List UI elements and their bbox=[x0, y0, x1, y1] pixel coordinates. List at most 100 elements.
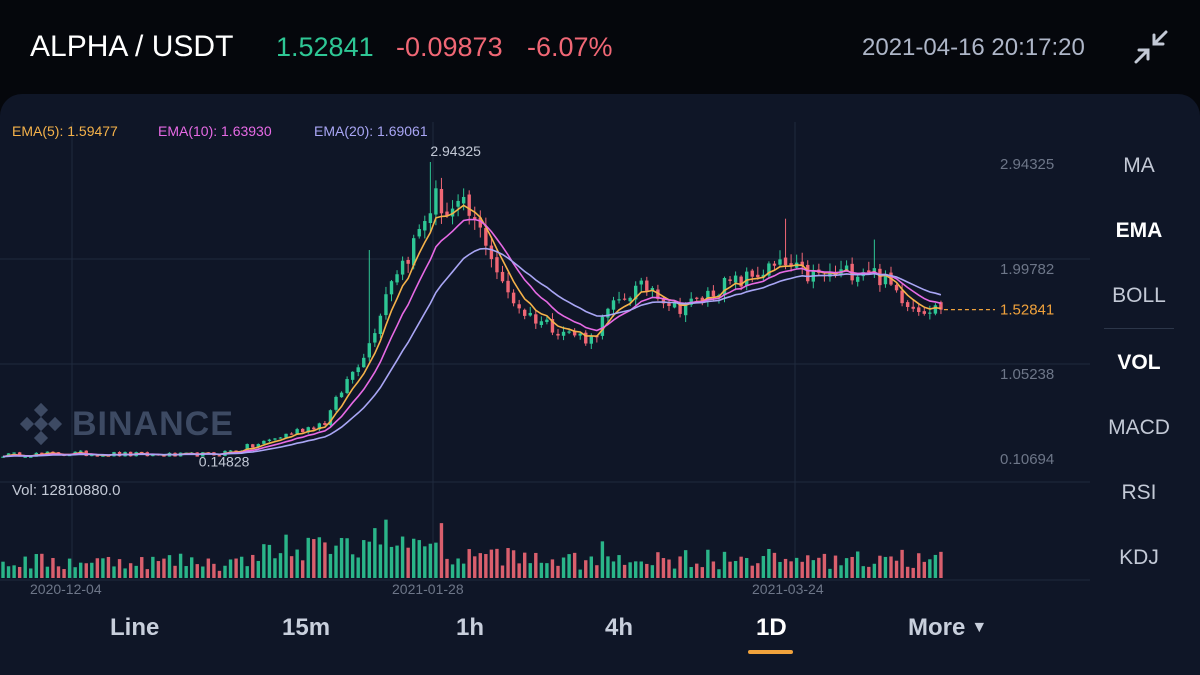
volume-bar bbox=[140, 557, 144, 578]
timeframe-15m[interactable]: 15m bbox=[282, 614, 331, 641]
volume-bar bbox=[73, 567, 77, 578]
candle-body bbox=[345, 379, 349, 393]
binance-logo-icon bbox=[19, 402, 63, 446]
candle-body bbox=[550, 319, 555, 333]
volume-bar bbox=[362, 540, 366, 578]
candle-body bbox=[284, 433, 288, 438]
volume-bar bbox=[223, 565, 227, 578]
volume-bar bbox=[195, 564, 199, 578]
indicator-kdj[interactable]: KDJ bbox=[1119, 546, 1159, 569]
timeframe-1d[interactable]: 1D bbox=[756, 614, 787, 641]
volume-bar bbox=[745, 558, 749, 578]
volume-readout: Vol: 12810880.0 bbox=[12, 482, 121, 499]
volume-bar bbox=[461, 563, 466, 578]
volume-bar bbox=[34, 554, 38, 578]
collapse-fullscreen-icon[interactable] bbox=[1134, 30, 1168, 64]
candle-body bbox=[661, 299, 666, 304]
volume-bar bbox=[339, 537, 344, 578]
candle-body bbox=[273, 438, 277, 440]
volume-bar bbox=[228, 559, 233, 578]
candle-body bbox=[423, 221, 427, 231]
volume-bar bbox=[789, 561, 793, 578]
volume-bar bbox=[717, 569, 721, 578]
last-price: 1.52841 bbox=[276, 32, 374, 62]
volume-bar bbox=[262, 544, 266, 578]
volume-bar bbox=[728, 561, 732, 578]
ema5-label: EMA(5): 1.59477 bbox=[12, 123, 118, 139]
volume-bar bbox=[928, 559, 932, 578]
current-price-tag: 1.52841 bbox=[1000, 302, 1054, 319]
candle-body bbox=[101, 455, 105, 457]
candle-body bbox=[722, 277, 727, 296]
volume-bar bbox=[123, 568, 127, 578]
indicator-ma[interactable]: MA bbox=[1123, 154, 1155, 177]
candle-body bbox=[844, 265, 849, 271]
volume-bar bbox=[23, 556, 27, 578]
indicator-rsi[interactable]: RSI bbox=[1121, 481, 1157, 504]
candle-body bbox=[778, 259, 782, 265]
volume-bar bbox=[772, 552, 777, 578]
candle-body bbox=[445, 211, 449, 216]
volume-bar bbox=[806, 555, 810, 578]
candle-body bbox=[894, 284, 899, 291]
timeframe-1h[interactable]: 1h bbox=[456, 614, 485, 641]
candle-body bbox=[79, 450, 83, 452]
timeframe-more-label: More bbox=[908, 614, 966, 641]
candle-body bbox=[667, 303, 671, 306]
header-bar: ALPHA / USDT 1.52841 -0.09873 -6.07% 202… bbox=[0, 0, 1200, 94]
ema10-label: EMA(10): 1.63930 bbox=[158, 123, 272, 139]
price-change: -0.09873 bbox=[396, 32, 503, 62]
candle-body bbox=[506, 280, 510, 293]
volume-bar bbox=[861, 566, 865, 578]
candle-body bbox=[800, 261, 804, 266]
volume-bar bbox=[251, 554, 255, 578]
volume-bar bbox=[40, 553, 44, 578]
indicator-boll[interactable]: BOLL bbox=[1112, 284, 1166, 307]
timeframe-more[interactable]: More ▼ bbox=[908, 614, 987, 642]
indicator-vol[interactable]: VOL bbox=[1117, 351, 1161, 374]
candle-body bbox=[334, 396, 338, 410]
volume-bar bbox=[378, 544, 383, 578]
timeframe-line[interactable]: Line bbox=[110, 614, 160, 641]
indicator-macd[interactable]: MACD bbox=[1108, 416, 1170, 439]
volume-bar bbox=[545, 563, 549, 578]
volume-bar bbox=[201, 566, 205, 578]
candle-body bbox=[578, 333, 582, 336]
volume-bar bbox=[406, 547, 410, 578]
volume-bar bbox=[695, 563, 699, 578]
indicator-ema[interactable]: EMA bbox=[1115, 219, 1163, 242]
candle-body bbox=[617, 299, 621, 301]
volume-bar bbox=[273, 558, 277, 578]
candle-body bbox=[523, 309, 527, 316]
candle-body bbox=[511, 292, 516, 304]
candle-body bbox=[772, 263, 777, 266]
candle-body bbox=[728, 279, 732, 281]
timeframe-4h[interactable]: 4h bbox=[605, 614, 634, 641]
candle-body bbox=[745, 271, 749, 286]
volume-bar bbox=[317, 537, 322, 578]
watermark-text: BINANCE bbox=[72, 404, 234, 443]
candle-body bbox=[495, 257, 499, 273]
volume-bar bbox=[417, 540, 421, 578]
volume-bar bbox=[917, 553, 921, 578]
candle-body bbox=[711, 290, 716, 297]
volume-bar bbox=[356, 557, 360, 578]
candlestick-chart[interactable]: 1.52841 2.94325 0.14828 bbox=[0, 94, 1200, 675]
volume-bar bbox=[51, 557, 55, 578]
volume-bar bbox=[600, 541, 605, 578]
volume-bar bbox=[756, 563, 760, 578]
candle-body bbox=[217, 455, 222, 457]
volume-bar bbox=[145, 569, 149, 578]
candle-body bbox=[256, 444, 260, 448]
candle-body bbox=[461, 196, 466, 204]
candle-body bbox=[517, 304, 521, 309]
volume-bar bbox=[878, 555, 882, 578]
candle-body bbox=[478, 217, 482, 228]
volume-bar bbox=[922, 561, 926, 578]
price-axis-label: 0.10694 bbox=[1000, 451, 1055, 468]
volume-bar bbox=[450, 564, 455, 578]
candle-body bbox=[23, 456, 27, 458]
volume-bar bbox=[656, 552, 660, 578]
indicator-divider bbox=[1104, 328, 1174, 329]
volume-bar bbox=[278, 553, 283, 578]
